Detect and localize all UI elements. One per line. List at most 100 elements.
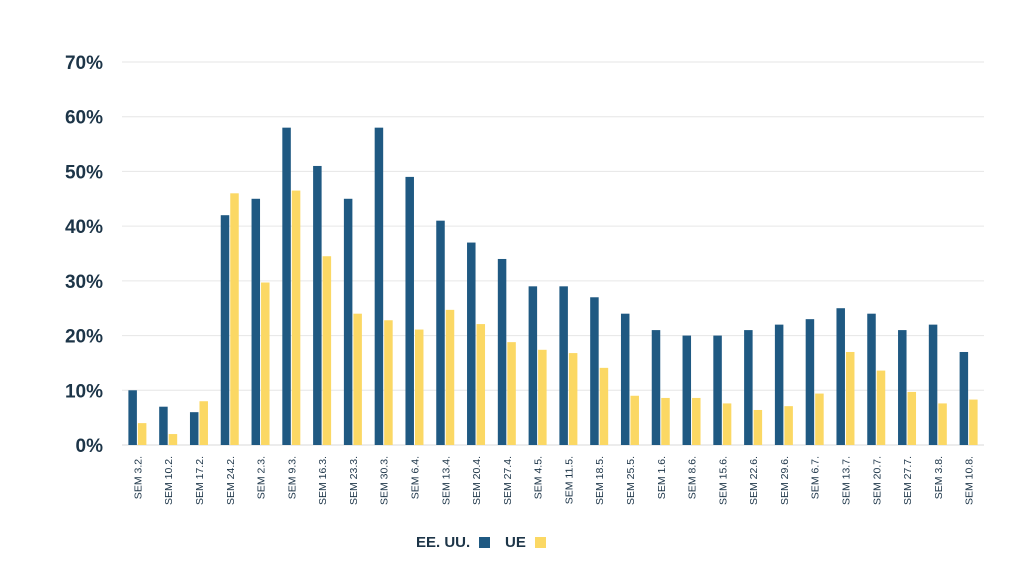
bar-ue bbox=[753, 409, 763, 445]
bar-ee-uu bbox=[744, 330, 753, 445]
x-tick-label: SEM 2.3. bbox=[256, 456, 268, 499]
x-tick-label: SEM 1.6. bbox=[656, 456, 668, 499]
x-tick-label: SEM 29.6. bbox=[779, 456, 791, 505]
gridlines bbox=[122, 61, 984, 391]
bar-ue bbox=[630, 395, 639, 445]
x-tick-label: SEM 17.2. bbox=[194, 456, 206, 505]
x-tick-label: SEM 6.7. bbox=[810, 456, 822, 499]
x-tick-label: SEM 20.7. bbox=[871, 456, 883, 505]
bar-ue bbox=[322, 256, 332, 445]
bar-ue bbox=[476, 324, 486, 445]
bar-ee-uu bbox=[528, 286, 538, 445]
bar-ue bbox=[815, 393, 824, 445]
bar-ue bbox=[907, 391, 917, 445]
bar-ue bbox=[384, 320, 393, 445]
bar-ee-uu bbox=[189, 412, 199, 445]
bar-ee-uu bbox=[251, 198, 261, 445]
legend-item-ee-uu: EE. UU. bbox=[416, 534, 491, 551]
bar-ue bbox=[137, 423, 147, 445]
x-tick-label: SEM 25.5. bbox=[625, 456, 637, 505]
y-tick-label: 50% bbox=[65, 162, 103, 183]
x-tick-label: SEM 13.7. bbox=[840, 456, 852, 505]
bar-ee-uu bbox=[343, 198, 353, 445]
x-tick-label: SEM 18.5. bbox=[594, 456, 606, 505]
bar-ee-uu bbox=[374, 127, 384, 446]
bar-ee-uu bbox=[282, 127, 291, 446]
bar-ee-uu bbox=[497, 258, 507, 445]
bar-ue bbox=[845, 351, 855, 445]
bar-ue bbox=[445, 309, 455, 445]
bar-ee-uu bbox=[713, 335, 722, 445]
bar-ee-uu bbox=[128, 390, 137, 445]
x-tick-label: SEM 11.5. bbox=[563, 456, 575, 504]
bar-ue bbox=[599, 367, 609, 445]
bar-ee-uu bbox=[436, 220, 445, 445]
bar-ue bbox=[938, 403, 947, 445]
bar-ee-uu bbox=[220, 215, 230, 445]
bar-ue bbox=[261, 282, 270, 445]
x-tick-label: SEM 20.4. bbox=[471, 456, 483, 505]
y-axis: 0% 10% 20% 30% 40% 50% 60% 70% bbox=[65, 53, 103, 457]
bar-ee-uu bbox=[867, 313, 876, 445]
bar-ue bbox=[876, 370, 886, 445]
x-tick-label: SEM 10.2. bbox=[163, 456, 175, 505]
y-tick-label: 30% bbox=[65, 272, 103, 293]
bar-ue bbox=[692, 397, 701, 445]
legend: EE. UU. UE bbox=[0, 534, 1024, 558]
x-tick-label: SEM 16.3. bbox=[317, 456, 329, 505]
bar-ee-uu bbox=[774, 324, 784, 445]
bars bbox=[128, 127, 978, 446]
bar-ee-uu bbox=[590, 297, 599, 445]
x-tick-label: SEM 3.2. bbox=[132, 456, 144, 499]
x-tick-label: SEM 9.3. bbox=[286, 456, 298, 499]
x-tick-label: SEM 3.8. bbox=[933, 456, 945, 499]
bar-ee-uu bbox=[467, 242, 476, 445]
x-tick-label: SEM 27.7. bbox=[902, 456, 914, 505]
x-tick-label: SEM 4.5. bbox=[533, 456, 545, 499]
bar-ee-uu bbox=[620, 313, 630, 445]
bar-ee-uu bbox=[959, 351, 969, 445]
bar-ue bbox=[661, 397, 670, 445]
bar-ue bbox=[538, 349, 547, 445]
y-tick-label: 70% bbox=[65, 53, 103, 74]
legend-swatch-ee-uu bbox=[479, 537, 491, 548]
x-tick-label: SEM 24.2. bbox=[225, 456, 237, 505]
legend-label-ee-uu: EE. UU. bbox=[416, 534, 471, 551]
bar-chart: 0% 10% 20% 30% 40% 50% 60% 70% SEM 3.2. SEM 10.2… bbox=[65, 53, 984, 505]
bar-ee-uu bbox=[405, 176, 414, 445]
bar-ee-uu bbox=[313, 165, 322, 445]
legend-item-ue: UE bbox=[505, 534, 546, 551]
bar-ee-uu bbox=[651, 330, 661, 445]
y-tick-label: 10% bbox=[65, 381, 103, 402]
bar-ee-uu bbox=[805, 319, 815, 445]
x-tick-label: SEM 13.4. bbox=[440, 456, 452, 505]
legend-swatch-ue bbox=[534, 537, 546, 548]
bar-ue bbox=[168, 434, 178, 445]
y-tick-label: 40% bbox=[65, 217, 103, 238]
bar-ee-uu bbox=[836, 308, 845, 445]
x-tick-label: SEM 27.4. bbox=[502, 456, 514, 505]
x-tick-label: SEM 23.3. bbox=[348, 456, 360, 505]
x-tick-label: SEM 30.3. bbox=[379, 456, 391, 505]
bar-ee-uu bbox=[559, 286, 568, 445]
y-tick-label: 0% bbox=[76, 436, 104, 457]
bar-ue bbox=[353, 313, 362, 445]
x-tick-label: SEM 6.4. bbox=[409, 456, 421, 499]
bar-ue bbox=[722, 403, 732, 445]
legend-label-ue: UE bbox=[505, 534, 526, 551]
bar-ue bbox=[969, 399, 978, 445]
bar-ee-uu bbox=[898, 330, 907, 445]
x-tick-label: SEM 15.6. bbox=[717, 456, 729, 505]
y-tick-label: 60% bbox=[65, 108, 103, 129]
bar-ee-uu bbox=[928, 324, 938, 445]
bar-ue bbox=[291, 190, 301, 445]
x-axis: SEM 3.2. SEM 10.2. SEM 17.2. SEM 24.2. SEM 2… bbox=[132, 456, 975, 505]
x-tick-label: SEM 8.6. bbox=[687, 456, 699, 499]
bar-ue bbox=[414, 329, 424, 445]
bar-ee-uu bbox=[159, 406, 168, 445]
bar-ue bbox=[568, 353, 578, 445]
bar-ue bbox=[230, 193, 239, 445]
y-tick-label: 20% bbox=[65, 327, 103, 348]
bar-ue bbox=[199, 401, 208, 445]
bar-ee-uu bbox=[682, 335, 692, 445]
